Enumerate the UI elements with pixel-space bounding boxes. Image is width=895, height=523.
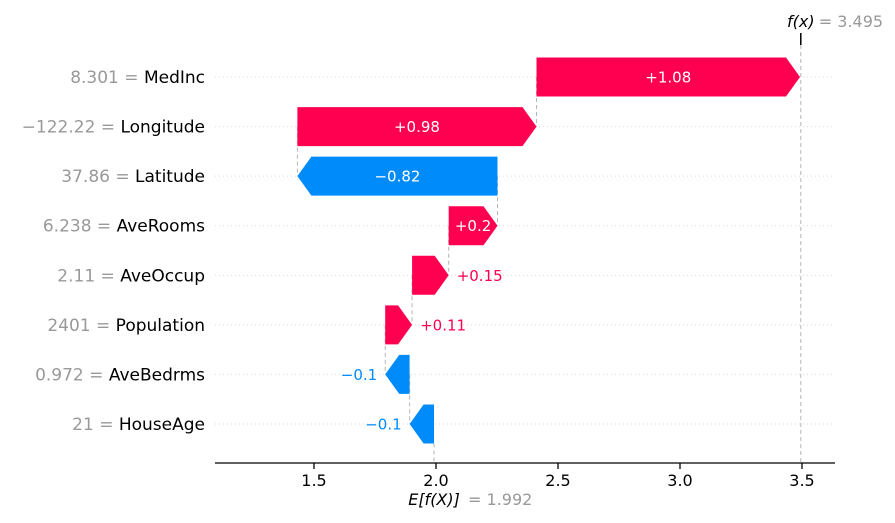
- expected-value-label: E[f(X)]: [408, 490, 460, 509]
- value-label: +0.2: [455, 217, 491, 235]
- waterfall-arrow: [297, 156, 498, 196]
- expected-value-value-label: = 1.992: [468, 490, 532, 509]
- waterfall-arrow: [385, 305, 413, 345]
- fx-label: f(x): [787, 12, 815, 31]
- value-label: +0.98: [394, 118, 440, 136]
- waterfall-arrow: [297, 107, 537, 147]
- feature-label: 21 = HouseAge: [72, 415, 205, 435]
- value-label: +0.15: [457, 267, 503, 285]
- feature-label: 2.11 = AveOccup: [57, 266, 205, 286]
- waterfall-arrow: [412, 255, 449, 295]
- x-tick-label: 1.5: [301, 471, 326, 490]
- waterfall-arrow: [448, 206, 498, 246]
- x-tick-label: 2.0: [423, 471, 448, 490]
- feature-label: 0.972 = AveBedrms: [35, 365, 205, 385]
- value-label: −0.82: [374, 168, 420, 186]
- feature-label: 2401 = Population: [47, 316, 205, 336]
- x-tick-label: 2.5: [545, 471, 570, 490]
- value-label: +0.11: [420, 316, 466, 334]
- feature-label: 6.238 = AveRooms: [43, 217, 205, 237]
- waterfall-arrow: [409, 404, 434, 444]
- fx-value-label: = 3.495: [819, 12, 883, 31]
- feature-label: 8.301 = MedInc: [70, 68, 205, 88]
- value-label: −0.1: [341, 366, 377, 384]
- x-tick-label: 3.5: [789, 471, 814, 490]
- value-label: −0.1: [365, 415, 401, 433]
- waterfall-arrow: [385, 354, 410, 394]
- waterfall-arrow: [536, 57, 800, 97]
- feature-label: −122.22 = Longitude: [22, 118, 205, 138]
- x-tick-label: 3.0: [667, 471, 692, 490]
- feature-label: 37.86 = Latitude: [61, 167, 205, 187]
- value-label: +1.08: [645, 69, 691, 87]
